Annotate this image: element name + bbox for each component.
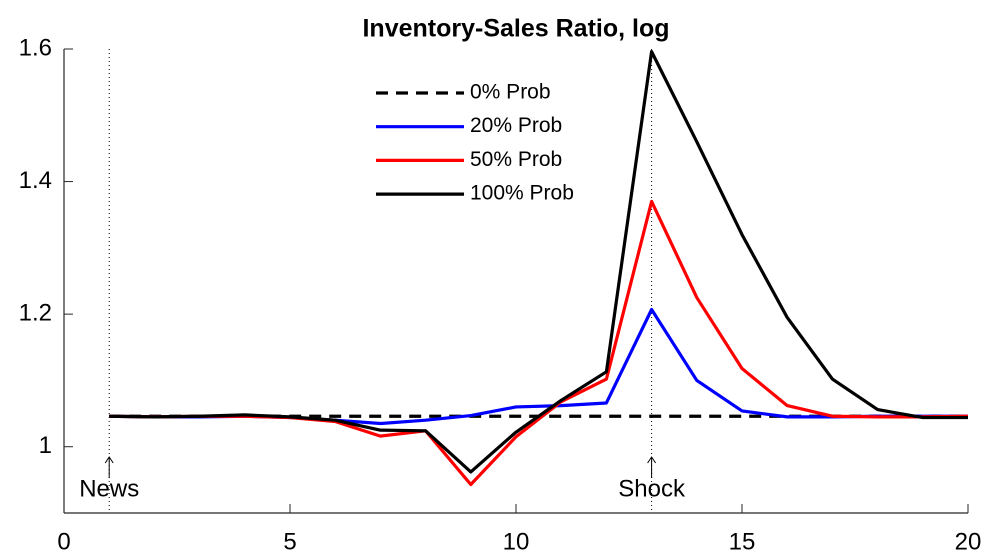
chart-title: Inventory-Sales Ratio, log xyxy=(362,15,669,43)
event-arrow xyxy=(104,456,114,478)
x-tick-label: 15 xyxy=(729,528,756,555)
legend-label: 0% Prob xyxy=(470,81,551,104)
y-tick-label: 1.6 xyxy=(19,34,52,61)
event-label: Shock xyxy=(618,475,686,502)
series-line xyxy=(109,307,968,426)
x-tick-label: 10 xyxy=(503,528,530,555)
x-tick-label: 0 xyxy=(57,528,70,555)
y-tick-label: 1 xyxy=(39,432,52,459)
series-line xyxy=(109,50,968,474)
x-tick-label: 5 xyxy=(283,528,296,555)
y-tick-label: 1.2 xyxy=(19,299,52,326)
series-line xyxy=(109,199,969,487)
event-label: News xyxy=(79,475,139,502)
legend-label: 100% Prob xyxy=(470,182,574,205)
legend-label: 50% Prob xyxy=(470,148,562,171)
x-tick-label: 20 xyxy=(955,528,982,555)
event-arrow xyxy=(647,456,657,478)
y-tick-label: 1.4 xyxy=(19,167,52,194)
legend-label: 20% Prob xyxy=(470,114,562,137)
